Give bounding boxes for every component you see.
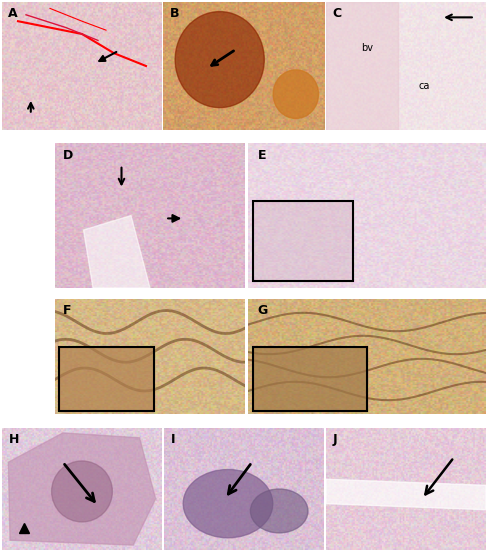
Bar [253,347,367,410]
Bar [59,347,154,410]
Text: B: B [169,7,179,20]
Ellipse shape [175,12,264,108]
Bar [253,201,353,281]
Polygon shape [326,479,486,510]
Bar [253,201,353,281]
Text: bv: bv [361,43,373,53]
Ellipse shape [52,461,112,522]
Text: C: C [332,7,342,20]
Text: A: A [8,7,18,20]
Bar [59,347,154,410]
Circle shape [183,469,273,538]
Text: E: E [258,149,266,162]
Text: J: J [332,433,337,446]
Ellipse shape [273,70,319,118]
Bar [326,2,398,130]
Text: I: I [170,433,175,446]
Polygon shape [83,216,150,288]
Text: D: D [62,149,73,162]
Bar [253,347,367,410]
Text: ca: ca [419,81,430,91]
Text: H: H [8,433,19,446]
Text: F: F [62,304,71,317]
Circle shape [250,489,308,533]
Polygon shape [8,433,156,545]
Text: G: G [258,304,268,317]
